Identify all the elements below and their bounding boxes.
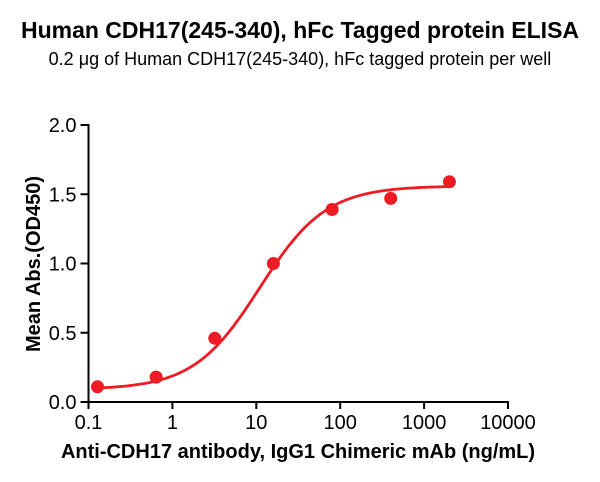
data-point	[149, 370, 163, 384]
data-point	[325, 203, 339, 216]
x-tick-label: 10	[245, 412, 267, 434]
y-tick-label: 1.0	[49, 254, 77, 276]
data-point	[442, 175, 456, 189]
data-point	[384, 191, 398, 205]
x-tick-label: 10000	[480, 412, 536, 434]
data-point	[208, 331, 222, 345]
y-tick-label: 0.5	[49, 323, 77, 345]
x-tick-label: 0.1	[75, 412, 103, 434]
x-tick-label: 1	[167, 412, 178, 434]
fit-curve	[96, 185, 451, 390]
x-tick-label: 100	[324, 412, 357, 434]
y-tick-label: 2.0	[49, 115, 77, 137]
y-tick-label: 0.0	[49, 392, 77, 414]
y-tick-label: 1.5	[49, 184, 77, 206]
axes	[87, 124, 509, 403]
axis-frame	[87, 124, 509, 403]
data-point	[266, 257, 280, 270]
y-axis-label: Mean Abs.(OD450)	[23, 176, 45, 352]
data-point	[91, 380, 104, 394]
axis-ticks: 0.1 1 10 100 1000 10000 0.0 0.5 1.0 1.5 2.0	[49, 115, 536, 434]
chart-title: Human CDH17(245-340), hFc Tagged protein…	[20, 17, 580, 43]
chart-subtitle: 0.2 μg of Human CDH17(245-340), hFc tagg…	[48, 49, 552, 69]
data-points-layer	[91, 175, 456, 394]
fit-curve-layer	[96, 185, 451, 390]
x-tick-label: 1000	[402, 412, 447, 434]
x-axis-label: Anti-CDH17 antibody, IgG1 Chimeric mAb (…	[61, 441, 535, 463]
